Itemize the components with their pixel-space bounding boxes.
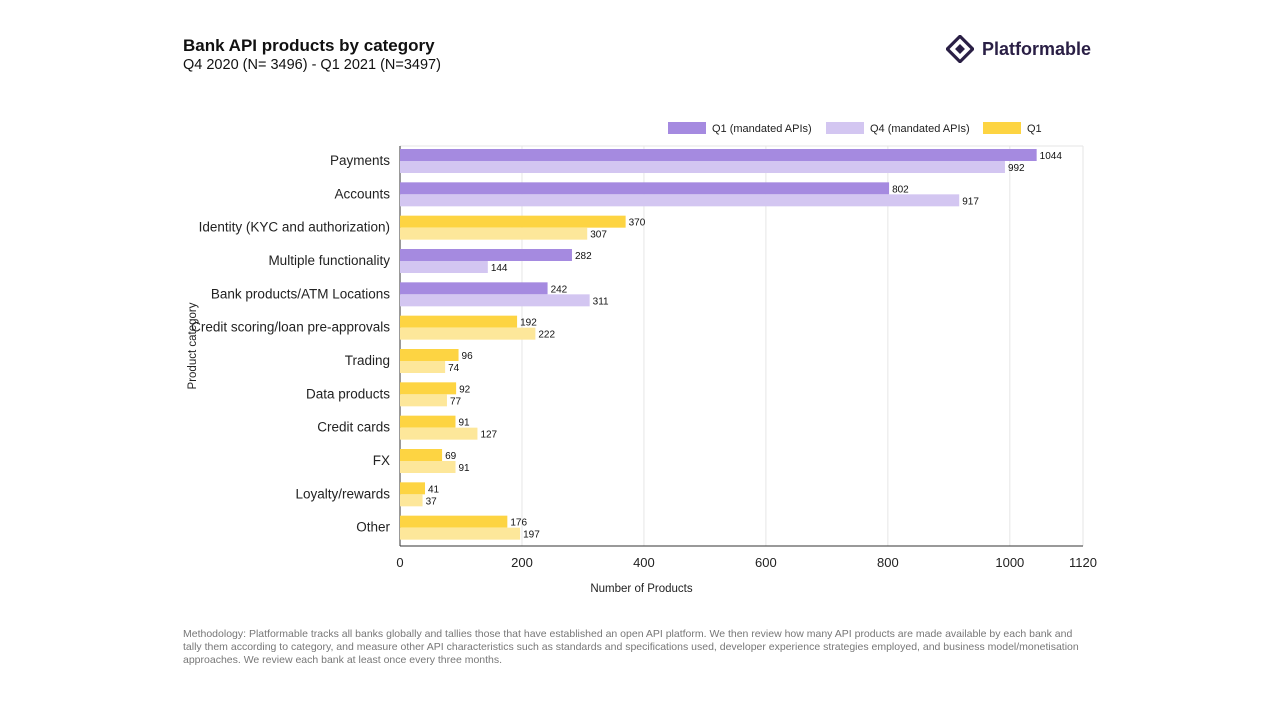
bar-q1-9 <box>400 449 443 461</box>
legend-label: Q1 <box>1027 123 1042 135</box>
bar-q4-0 <box>400 161 1005 173</box>
bar-q4-2 <box>400 227 588 240</box>
category-label: FX <box>373 453 390 468</box>
bar-q1-5 <box>400 315 518 328</box>
bar-q1-8 <box>400 415 456 428</box>
data-label-q1: 91 <box>458 418 470 429</box>
data-label-q1: 96 <box>462 351 474 362</box>
data-label-q1: 282 <box>575 251 592 262</box>
bar-q1-7 <box>400 382 457 395</box>
x-tick-label: 200 <box>511 555 533 570</box>
data-label-q4: 222 <box>538 330 555 341</box>
category-label: Data products <box>306 386 390 401</box>
bar-q4-10 <box>400 494 423 507</box>
category-label: Credit cards <box>317 420 390 435</box>
x-tick-label: 0 <box>396 555 403 570</box>
chart-title: Bank API products by category <box>183 36 435 55</box>
bar-q1-1 <box>400 182 890 195</box>
bar-q1-6 <box>400 349 459 361</box>
bar-q4-6 <box>400 361 446 373</box>
bar-q1-2 <box>400 215 626 228</box>
bar-q1-0 <box>400 149 1037 161</box>
data-label-q4: 74 <box>448 363 460 374</box>
legend-swatch <box>826 122 864 134</box>
data-label-q4: 144 <box>491 263 508 274</box>
x-tick-label: 400 <box>633 555 655 570</box>
category-label: Credit scoring/loan pre-approvals <box>191 320 390 335</box>
data-label-q4: 311 <box>593 296 609 307</box>
brand-name: Platformable <box>982 38 1092 59</box>
bar-q4-11 <box>400 527 521 540</box>
data-label-q1: 92 <box>459 384 471 395</box>
x-tick-label: 600 <box>755 555 777 570</box>
data-label-q4: 91 <box>458 463 470 474</box>
chart-subtitle: Q4 2020 (N= 3496) - Q1 2021 (N=3497) <box>183 57 441 73</box>
category-label: Accounts <box>334 186 390 201</box>
data-label-q4: 77 <box>450 396 462 407</box>
bar-q4-9 <box>400 461 456 473</box>
y-axis-title: Product category <box>187 302 199 389</box>
x-tick-label: 1120 <box>1069 555 1097 570</box>
bar-q4-4 <box>400 294 590 307</box>
data-label-q1: 242 <box>551 284 568 295</box>
data-label-q4: 37 <box>426 496 438 507</box>
data-label-q1: 192 <box>520 318 537 329</box>
data-label-q1: 802 <box>892 184 909 195</box>
bar-q1-4 <box>400 282 548 295</box>
legend-label: Q1 (mandated APIs) <box>712 123 812 135</box>
legend-swatch <box>668 122 706 134</box>
data-label-q1: 370 <box>629 218 646 229</box>
bar-q4-8 <box>400 427 478 440</box>
platformable-diamond-icon <box>946 35 974 63</box>
brand-logo: Platformable <box>946 35 1091 63</box>
legend-label: Q4 (mandated APIs) <box>870 123 970 135</box>
data-label-q1: 69 <box>445 451 457 462</box>
bar-q1-10 <box>400 482 426 495</box>
category-label: Multiple functionality <box>268 253 390 268</box>
data-label-q4: 917 <box>962 196 979 207</box>
data-label-q4: 992 <box>1008 163 1025 174</box>
bar-q4-7 <box>400 394 447 407</box>
category-label: Bank products/ATM Locations <box>211 286 390 301</box>
category-label: Other <box>356 520 390 535</box>
bar-q4-5 <box>400 327 536 340</box>
bar-q1-11 <box>400 515 508 528</box>
category-label: Payments <box>330 153 390 168</box>
bar-q1-3 <box>400 249 572 261</box>
data-label-q4: 307 <box>590 230 607 241</box>
data-label-q4: 197 <box>523 530 540 541</box>
x-axis-title: Number of Products <box>590 583 693 595</box>
bar-q4-3 <box>400 261 488 273</box>
bar-q4-1 <box>400 194 960 207</box>
category-label: Identity (KYC and authorization) <box>199 220 390 235</box>
methodology-note: Methodology: Platformable tracks all ban… <box>183 628 1079 666</box>
bar-chart: 0 200 400 600 800 1000 1120 1044 992 Payments 802 9… <box>187 122 1097 595</box>
category-label: Trading <box>345 353 390 368</box>
legend-swatch <box>983 122 1021 134</box>
x-tick-label: 800 <box>877 555 899 570</box>
data-label-q1: 1044 <box>1040 151 1063 162</box>
x-tick-label: 1000 <box>995 555 1024 570</box>
data-label-q4: 127 <box>480 430 497 441</box>
category-label: Loyalty/rewards <box>295 486 390 501</box>
data-label-q1: 176 <box>510 518 527 529</box>
data-label-q1: 41 <box>428 484 440 495</box>
